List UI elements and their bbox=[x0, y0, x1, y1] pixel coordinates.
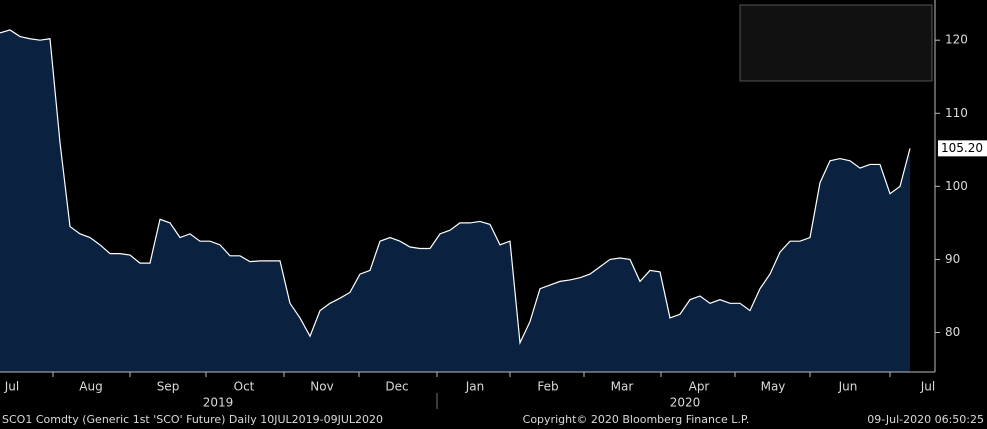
last-price-label: 105.20 bbox=[941, 141, 983, 155]
footer-center: Copyright© 2020 Bloomberg Finance L.P. bbox=[523, 413, 750, 426]
legend-box bbox=[739, 4, 933, 82]
x-tick-label: Apr bbox=[689, 380, 710, 394]
x-tick-label: May bbox=[761, 380, 786, 394]
area bbox=[0, 29, 910, 373]
last-price-tag bbox=[938, 140, 987, 157]
year-label: 2019 bbox=[203, 396, 234, 410]
x-tick-label: Mar bbox=[611, 380, 634, 394]
footer-left: SCO1 Comdty (Generic 1st 'SCO' Future) D… bbox=[2, 413, 383, 426]
y-tick-label: 110 bbox=[945, 106, 968, 120]
y-tick-label: 120 bbox=[945, 33, 968, 47]
year-label: 2020 bbox=[670, 396, 701, 410]
x-tick-label: Jul bbox=[4, 380, 19, 394]
y-tick-label: 100 bbox=[945, 179, 968, 193]
x-tick-label: Jan bbox=[465, 380, 485, 394]
x-tick-label: Dec bbox=[385, 380, 408, 394]
x-tick-label: Jul bbox=[920, 380, 935, 394]
x-tick-label: Jun bbox=[838, 380, 858, 394]
footer-right: 09-Jul-2020 06:50:25 bbox=[867, 413, 984, 426]
x-tick-label: Feb bbox=[537, 380, 558, 394]
x-tick-label: Aug bbox=[79, 380, 102, 394]
y-tick-label: 80 bbox=[945, 325, 960, 339]
x-tick-label: Oct bbox=[234, 380, 255, 394]
x-tick-label: Nov bbox=[310, 380, 333, 394]
price-line bbox=[0, 29, 911, 345]
x-tick-label: Sep bbox=[157, 380, 180, 394]
y-tick-label: 90 bbox=[945, 252, 960, 266]
